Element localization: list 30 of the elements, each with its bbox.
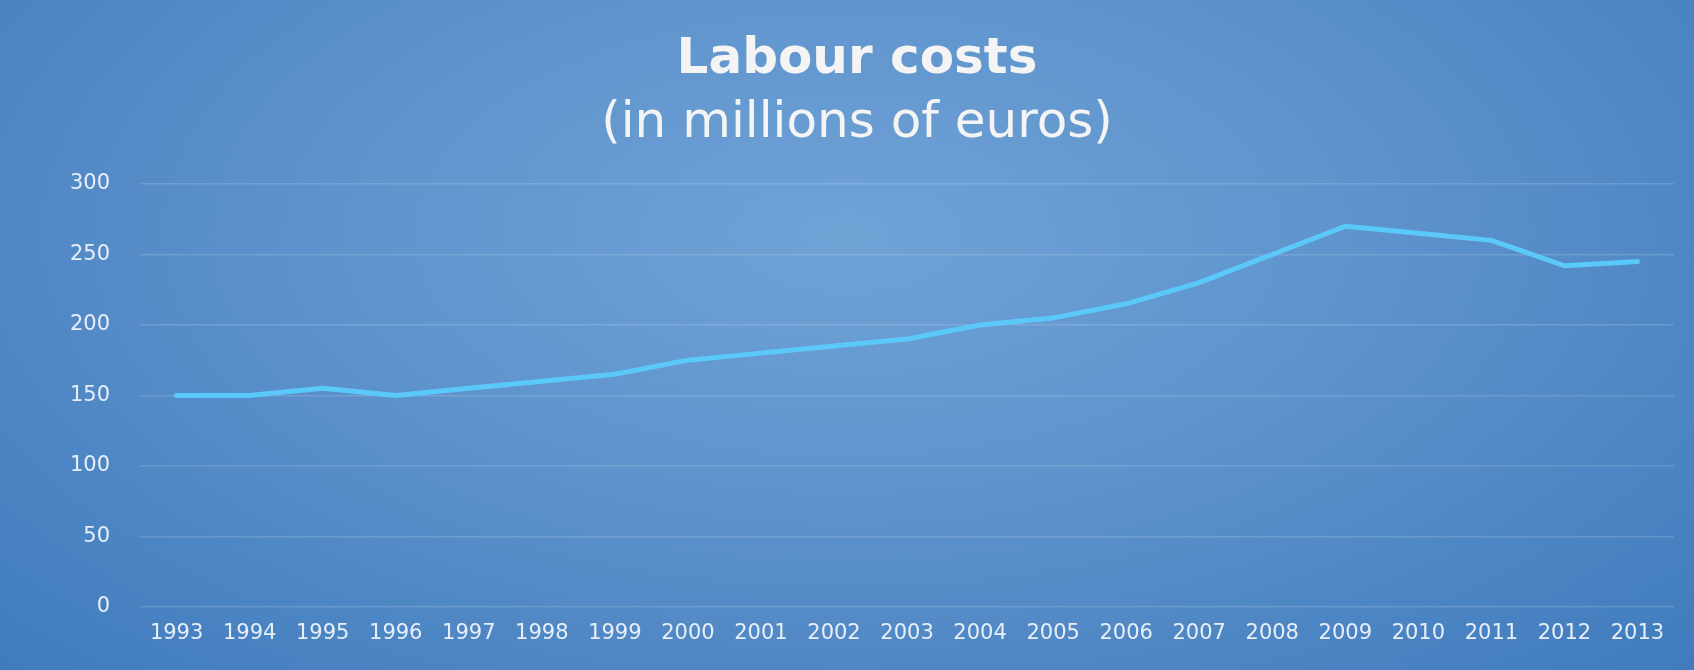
- x-tick-label: 2004: [953, 619, 1007, 644]
- y-tick-label: 300: [69, 170, 111, 195]
- x-tick-label: 1993: [149, 619, 204, 644]
- x-tick-label: 2013: [1610, 619, 1665, 644]
- x-tick-label: 1996: [369, 619, 423, 644]
- x-tick-label: 2007: [1172, 619, 1226, 644]
- x-tick-label: 2010: [1391, 619, 1446, 644]
- x-tick-label: 2008: [1245, 619, 1299, 644]
- x-tick-label: 2002: [807, 619, 861, 644]
- y-tick-label: 250: [69, 240, 111, 265]
- x-tick-label: 1997: [442, 619, 496, 644]
- x-tick-label: 2012: [1537, 619, 1592, 644]
- x-tick-label: 1999: [588, 619, 642, 644]
- x-tick-label: 2006: [1099, 619, 1153, 644]
- y-tick-label: 150: [69, 381, 111, 406]
- y-tick-label: 50: [83, 522, 111, 547]
- x-tick-label: 1998: [515, 619, 569, 644]
- x-tick-label: 2011: [1464, 619, 1519, 644]
- chart-title: Labour costs: [676, 26, 1038, 85]
- x-tick-label: 2000: [661, 619, 715, 644]
- y-tick-label: 200: [69, 311, 111, 336]
- x-tick-label: 1994: [222, 619, 277, 644]
- x-tick-label: 2009: [1318, 619, 1373, 644]
- chart-subtitle: (in millions of euros): [601, 90, 1113, 149]
- x-tick-label: 2001: [734, 619, 788, 644]
- x-tick-label: 1995: [295, 619, 350, 644]
- x-tick-label: 2003: [880, 619, 934, 644]
- x-tick-label: 2005: [1026, 619, 1080, 644]
- y-tick-label: 100: [69, 452, 111, 477]
- y-tick-label: 0: [96, 593, 111, 618]
